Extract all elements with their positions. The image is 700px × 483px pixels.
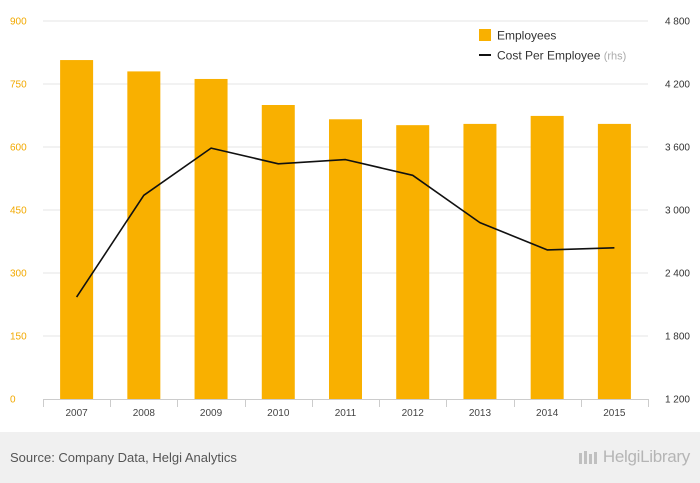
right-tick-label: 1 200 [665, 395, 690, 406]
left-tick-label: 300 [10, 269, 27, 280]
bar [261, 105, 295, 399]
x-tick-label: 2011 [335, 408, 357, 419]
bar [597, 123, 631, 400]
x-tick-label: 2007 [65, 408, 88, 419]
bar-series [60, 60, 631, 400]
bar [194, 78, 228, 400]
legend-swatch-employees [479, 29, 491, 41]
x-axis: 2007 2008 2009 2010 2011 2012 2013 2014 2015 [43, 399, 649, 419]
x-tick-label: 2014 [536, 408, 559, 419]
x-tick-label: 2015 [603, 408, 626, 419]
legend-label-cost: Cost Per Employee (rhs) [497, 49, 626, 63]
left-axis: 0 150 300 450 600 750 900 [10, 17, 27, 406]
left-tick-label: 150 [10, 332, 27, 343]
x-tick-label: 2013 [469, 408, 492, 419]
left-tick-label: 450 [10, 206, 27, 217]
right-tick-label: 4 200 [665, 80, 690, 91]
left-tick-label: 900 [10, 17, 27, 28]
chart: 0 150 300 450 600 750 900 1 200 1 800 2 400 3 000… [10, 17, 690, 420]
source-note: Source: Company Data, Helgi Analytics [10, 450, 237, 465]
bar [396, 125, 430, 399]
footer: Source: Company Data, Helgi Analytics He… [0, 432, 700, 483]
right-axis: 1 200 1 800 2 400 3 000 3 600 4 200 4 800 [665, 17, 690, 406]
right-tick-label: 3 000 [665, 206, 690, 217]
library-icon [578, 451, 597, 464]
x-tick-label: 2010 [267, 408, 290, 419]
cost-line [75, 147, 615, 298]
brand-name: HelgiLibrary [602, 447, 690, 466]
left-tick-label: 0 [10, 395, 16, 406]
legend-label-employees: Employees [497, 29, 556, 43]
x-tick-label: 2009 [200, 408, 223, 419]
brand-logo[interactable]: HelgiLibrary [578, 447, 690, 467]
right-tick-label: 1 800 [665, 332, 690, 343]
line-series [75, 147, 615, 298]
bar [530, 115, 564, 400]
right-tick-label: 2 400 [665, 269, 690, 280]
right-tick-label: 3 600 [665, 143, 690, 154]
left-tick-label: 600 [10, 143, 27, 154]
bar [329, 119, 362, 399]
bar [60, 60, 94, 400]
legend-rhs-note: (rhs) [604, 51, 627, 63]
bar [463, 123, 497, 400]
right-tick-label: 4 800 [665, 17, 690, 28]
left-tick-label: 750 [10, 80, 27, 91]
x-tick-label: 2012 [402, 408, 425, 419]
x-tick-label: 2008 [133, 408, 156, 419]
bar [127, 71, 161, 400]
legend: Employees Cost Per Employee (rhs) [479, 29, 626, 63]
